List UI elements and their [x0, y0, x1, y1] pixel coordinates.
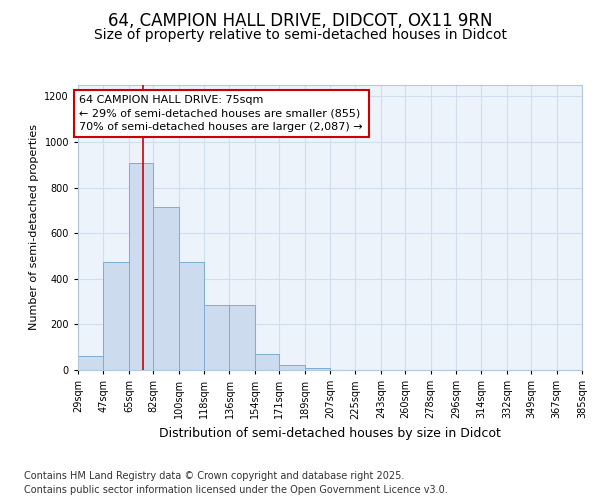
- Bar: [204, 305, 229, 370]
- X-axis label: Distribution of semi-detached houses by size in Didcot: Distribution of semi-detached houses by …: [159, 427, 501, 440]
- Text: 64 CAMPION HALL DRIVE: 75sqm
← 29% of semi-detached houses are smaller (855)
70%: 64 CAMPION HALL DRIVE: 75sqm ← 29% of se…: [79, 96, 363, 132]
- Bar: [279, 366, 305, 370]
- Bar: [305, 368, 330, 370]
- Text: Contains public sector information licensed under the Open Government Licence v3: Contains public sector information licen…: [24, 485, 448, 495]
- Text: 64, CAMPION HALL DRIVE, DIDCOT, OX11 9RN: 64, CAMPION HALL DRIVE, DIDCOT, OX11 9RN: [108, 12, 492, 30]
- Bar: [229, 305, 255, 370]
- Bar: [129, 162, 153, 370]
- Bar: [153, 207, 179, 370]
- Bar: [179, 262, 204, 370]
- Y-axis label: Number of semi-detached properties: Number of semi-detached properties: [29, 124, 39, 330]
- Bar: [255, 354, 279, 370]
- Bar: [103, 262, 129, 370]
- Text: Size of property relative to semi-detached houses in Didcot: Size of property relative to semi-detach…: [94, 28, 506, 42]
- Text: Contains HM Land Registry data © Crown copyright and database right 2025.: Contains HM Land Registry data © Crown c…: [24, 471, 404, 481]
- Bar: [78, 356, 103, 370]
